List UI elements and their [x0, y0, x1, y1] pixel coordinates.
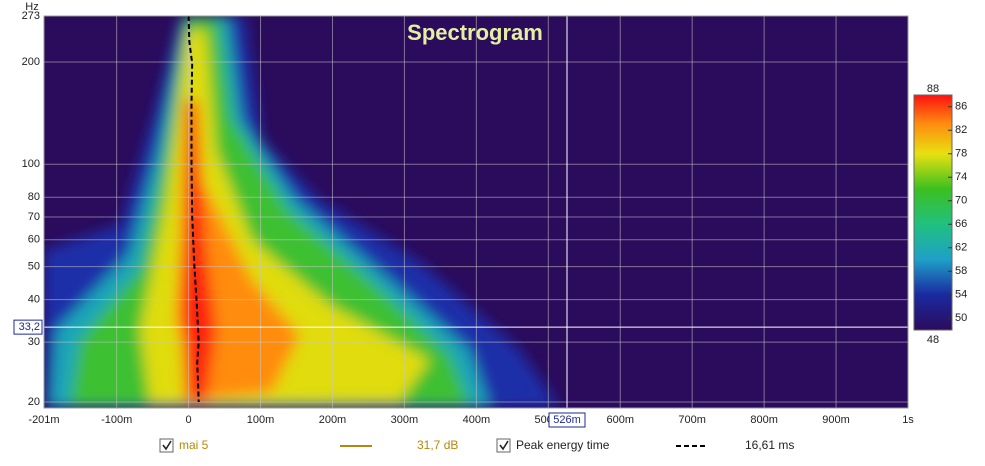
z-tick-label: 82 [955, 124, 967, 136]
legend-name: Peak energy time [516, 438, 610, 452]
peak-energy-line [187, 15, 200, 403]
z-tick-label: 74 [955, 171, 967, 183]
grid [43, 15, 909, 408]
cursor-x-box [548, 412, 586, 428]
x-tick-label: 0 [186, 414, 192, 426]
z-tick-label: 78 [955, 148, 967, 160]
checkbox[interactable] [159, 438, 174, 453]
cursor-x-label: 526m [553, 414, 581, 426]
x-tick-label: 700m [678, 414, 706, 426]
y-tick-label: 60 [28, 234, 40, 246]
x-tick-label: 200m [319, 414, 347, 426]
x-tick-label: -100m [101, 414, 132, 426]
z-tick-label: 54 [955, 289, 967, 301]
chart-title: Spectrogram [407, 20, 543, 45]
z-tick-label: 86 [955, 101, 967, 113]
x-tick-label: 300m [391, 414, 419, 426]
z-tick-label: 66 [955, 218, 967, 230]
cursor-y-box [13, 319, 43, 335]
y-tick-label: 200 [22, 56, 40, 68]
y-tick-label: 100 [22, 158, 40, 170]
spectrogram-heatmap [44, 16, 560, 408]
legend-readout: 16,61 ms [745, 438, 794, 452]
x-tick-label: 600m [606, 414, 634, 426]
x-tick-label: 800m [750, 414, 778, 426]
z-tick-label: 62 [955, 242, 967, 254]
y-tick-label: 20 [28, 396, 40, 408]
legend-readout: 31,7 dB [417, 438, 458, 452]
x-tick-label: 100m [247, 414, 275, 426]
cursor-y-label: 33,2 [19, 321, 40, 333]
checkbox[interactable] [496, 438, 511, 453]
plot-frame [43, 15, 909, 409]
y-tick-label: 70 [28, 211, 40, 223]
x-tick-label: 400m [463, 414, 491, 426]
color-scale [913, 94, 953, 331]
y-unit: Hz [25, 1, 38, 13]
x-tick-label: 1s [902, 414, 914, 426]
y-tick-label: 50 [28, 261, 40, 273]
z-min-label: 48 [927, 334, 939, 346]
x-tick-label: 900m [822, 414, 850, 426]
z-max-label: 88 [927, 83, 939, 95]
z-tick-label: 58 [955, 265, 967, 277]
y-tick-label: 273 [22, 10, 40, 22]
legend: mai 5 31,7 dB Peak energy time 16,61 ms [159, 438, 794, 453]
marks [44, 15, 908, 408]
y-tick-label: 30 [28, 336, 40, 348]
check-mark [162, 440, 172, 451]
x-tick-label: -201m [28, 414, 59, 426]
legend-name: mai 5 [179, 438, 209, 452]
y-tick-label: 40 [28, 294, 40, 306]
z-tick-label: 70 [955, 195, 967, 207]
z-tick-label: 50 [955, 312, 967, 324]
y-tick-label: 80 [28, 191, 40, 203]
check-mark [499, 440, 509, 451]
